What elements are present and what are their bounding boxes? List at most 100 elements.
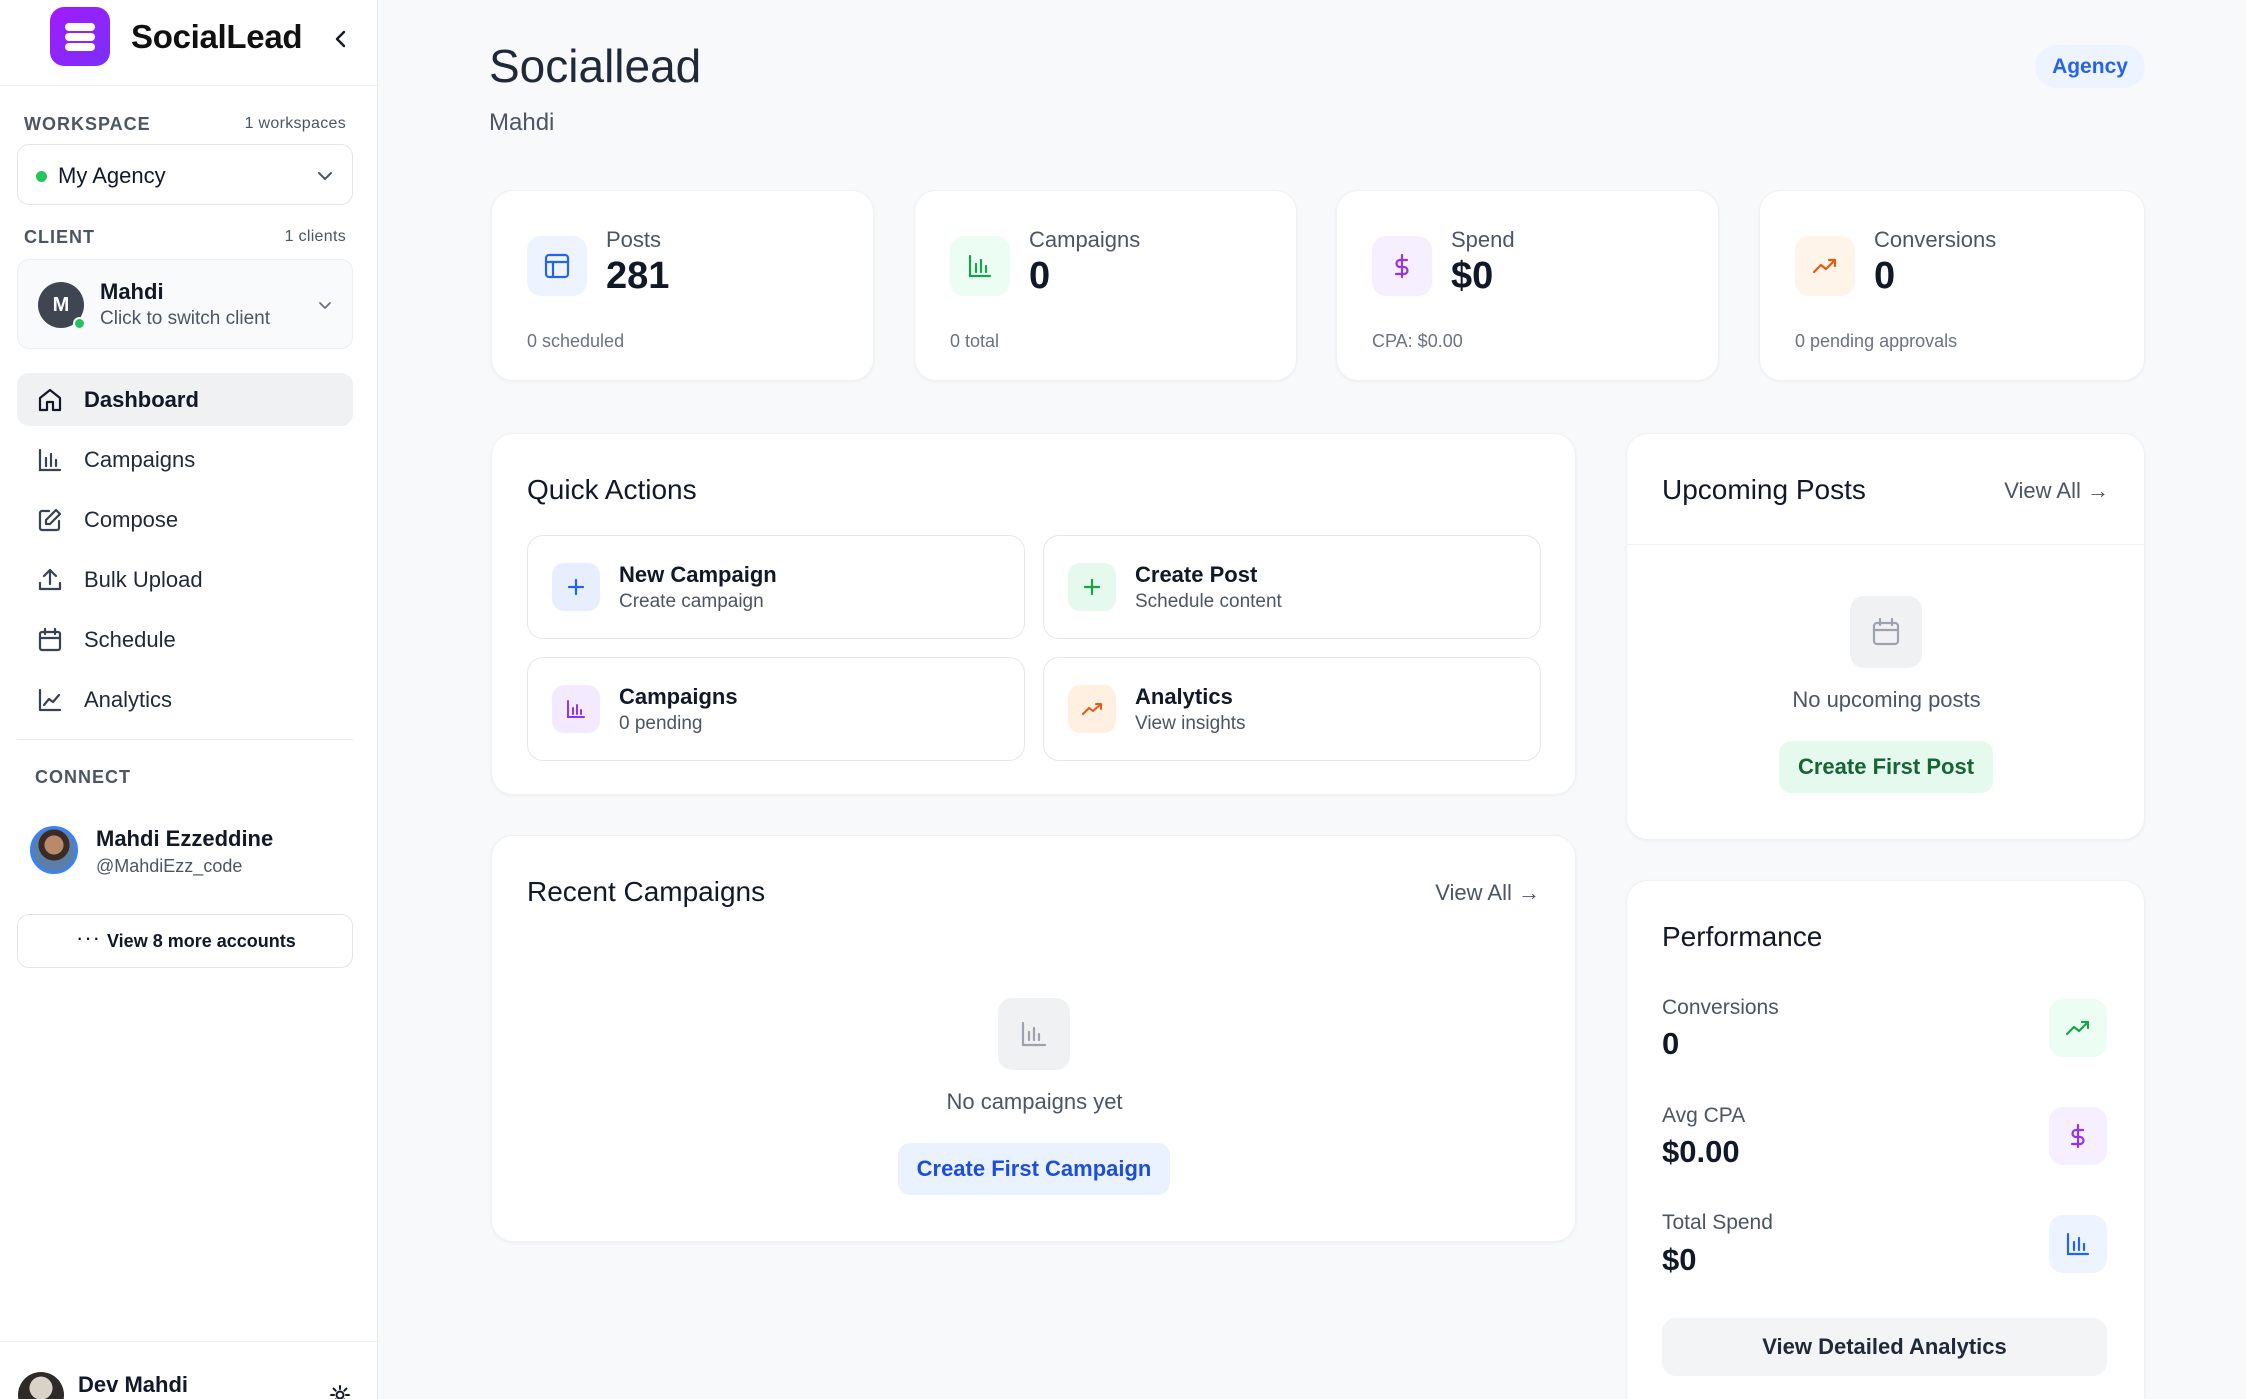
page-title: Sociallead [489, 40, 702, 92]
client-label: CLIENT [24, 227, 95, 247]
quick-action-new-campaign[interactable]: New Campaign Create campaign [527, 535, 1025, 639]
more-dots-icon: ··· [76, 925, 101, 950]
recent-campaigns-title: Recent Campaigns [527, 876, 766, 907]
layout-icon [527, 236, 587, 296]
stat-value: 0 [1874, 255, 1896, 297]
dollar-icon [2049, 1107, 2107, 1165]
connect-label: CONNECT [35, 767, 131, 787]
perf-value: $0.00 [1662, 1134, 1740, 1169]
client-name: Mahdi [100, 279, 164, 304]
quick-action-analytics[interactable]: Analytics View insights [1043, 657, 1541, 761]
workspace-status-dot [36, 171, 47, 182]
create-first-post-button[interactable]: Create First Post [1779, 741, 1993, 793]
card-divider [1627, 544, 2146, 545]
line-chart-icon [38, 688, 62, 712]
sidebar: SocialLead WORKSPACE 1 workspaces My Age… [0, 0, 378, 1399]
quick-action-sub: 0 pending [619, 713, 703, 734]
client-switcher[interactable]: M Mahdi Click to switch client [17, 259, 353, 349]
performance-title: Performance [1662, 921, 1823, 952]
nav-label: Analytics [84, 687, 173, 712]
quick-action-sub: View insights [1135, 713, 1246, 734]
quick-action-create-post[interactable]: Create Post Schedule content [1043, 535, 1541, 639]
quick-action-title: Analytics [1135, 684, 1233, 709]
stat-card-conversions: Conversions 0 0 pending approvals [1759, 190, 2145, 381]
upcoming-posts-view-all-link[interactable]: View All → [2004, 478, 2109, 503]
stat-label: Campaigns [1029, 227, 1141, 252]
calendar-icon [38, 627, 62, 652]
brand-name: SocialLead [131, 18, 303, 55]
nav-compose[interactable]: Compose [17, 493, 353, 546]
account-name[interactable]: Mahdi Ezzeddine [96, 826, 274, 851]
recent-campaigns-view-all-link[interactable]: View All → [1435, 880, 1540, 905]
chevron-down-icon [318, 172, 332, 180]
nav-dashboard[interactable]: Dashboard [17, 373, 353, 426]
nav-campaigns[interactable]: Campaigns [17, 433, 353, 486]
perf-value: 0 [1662, 1026, 1680, 1061]
view-detailed-analytics-button[interactable]: View Detailed Analytics [1662, 1318, 2107, 1376]
stat-card-posts: Posts 281 0 scheduled [491, 190, 874, 381]
quick-action-title: Create Post [1135, 562, 1258, 587]
user-bar: Dev Mahdi [0, 1341, 377, 1399]
quick-action-title: New Campaign [619, 562, 777, 587]
client-online-dot [73, 317, 86, 330]
stat-sub: 0 pending approvals [1795, 331, 1958, 351]
sociallead-logo[interactable] [50, 7, 110, 66]
bar-chart-icon [552, 685, 600, 733]
nav-label: Dashboard [84, 387, 199, 412]
quick-action-campaigns[interactable]: Campaigns 0 pending [527, 657, 1025, 761]
perf-label: Total Spend [1662, 1211, 1773, 1234]
workspace-label: WORKSPACE [24, 114, 151, 134]
stat-label: Posts [606, 227, 662, 252]
quick-actions-title: Quick Actions [527, 474, 697, 505]
account-avatar[interactable] [30, 826, 78, 874]
stat-value: 281 [606, 255, 670, 297]
stat-sub: CPA: $0.00 [1372, 331, 1463, 351]
view-more-accounts-button[interactable]: ··· View 8 more accounts [17, 914, 353, 968]
create-first-campaign-button[interactable]: Create First Campaign [898, 1143, 1170, 1195]
stat-label: Spend [1451, 227, 1515, 252]
stat-card-campaigns: Campaigns 0 0 total [914, 190, 1297, 381]
upcoming-posts-empty-text: No upcoming posts [1792, 687, 1981, 712]
calendar-icon [1850, 596, 1922, 668]
stat-label: Conversions [1874, 227, 1997, 252]
quick-action-title: Campaigns [619, 684, 738, 709]
home-icon [38, 388, 62, 412]
stat-card-spend: Spend $0 CPA: $0.00 [1336, 190, 1719, 381]
trending-up-icon [1068, 685, 1116, 733]
quick-actions-card: Quick Actions New Campaign Create campai… [491, 433, 1576, 795]
edit-icon [38, 508, 62, 532]
client-count: 1 clients [284, 228, 346, 245]
stat-value: 0 [1029, 255, 1051, 297]
client-avatar: M [38, 282, 84, 328]
collapse-sidebar-icon[interactable] [330, 24, 352, 54]
user-avatar[interactable] [18, 1372, 64, 1399]
user-name: Dev Mahdi [78, 1372, 189, 1397]
upcoming-posts-title: Upcoming Posts [1662, 474, 1866, 505]
nav-divider [17, 739, 353, 740]
recent-campaigns-empty-text: No campaigns yet [946, 1089, 1123, 1114]
nav-bulk-upload[interactable]: Bulk Upload [17, 553, 353, 606]
plus-icon [552, 563, 600, 611]
workspace-selected: My Agency [58, 163, 166, 188]
nav-label: Schedule [84, 627, 176, 652]
upcoming-posts-card: Upcoming Posts View All → No upcoming po… [1626, 433, 2146, 840]
workspace-select[interactable]: My Agency [17, 144, 353, 205]
account-handle: @MahdiEzz_code [96, 856, 243, 876]
perf-label: Avg CPA [1662, 1104, 1746, 1127]
view-more-accounts-label: View 8 more accounts [107, 931, 296, 951]
client-hint: Click to switch client [100, 308, 270, 329]
nav-label: Compose [84, 507, 179, 532]
tier-badge: Agency [2035, 45, 2145, 88]
nav-schedule[interactable]: Schedule [17, 613, 353, 666]
bar-chart-icon [2049, 1215, 2107, 1273]
dollar-icon [1372, 236, 1432, 296]
quick-action-sub: Schedule content [1135, 591, 1282, 612]
perf-value: $0 [1662, 1242, 1697, 1277]
trending-up-icon [1795, 236, 1855, 296]
nav-analytics[interactable]: Analytics [17, 673, 353, 726]
gear-icon[interactable] [329, 1384, 351, 1399]
bar-chart-icon [998, 998, 1070, 1070]
nav-label: Campaigns [84, 447, 196, 472]
bar-chart-icon [38, 448, 62, 472]
plus-icon [1068, 563, 1116, 611]
